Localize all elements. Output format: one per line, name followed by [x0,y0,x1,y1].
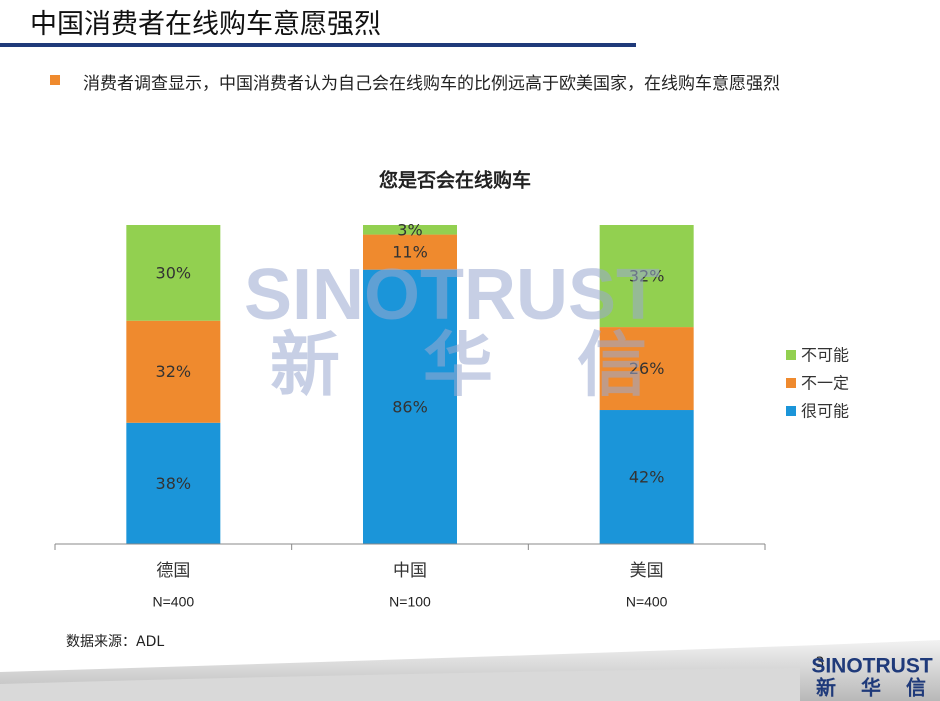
chart: 您是否会在线购车 38% 32% 30% 德国 N=400 86% 11% 3% 中国 N=100 4… [54,169,933,700]
bullet-mark [50,75,60,85]
logo-latin: SINOTRUST [811,655,933,678]
legend-swatch [786,350,796,360]
x-tick-label: 德国 [156,561,190,581]
logo-chinese: 信 [906,676,926,700]
bar-segment [363,225,457,235]
x-tick-label: 中国 [393,561,427,581]
bar-segment [363,234,457,270]
value-label: 86% [392,397,428,416]
source-note: 数据来源：ADL [66,634,164,650]
legend-swatch [786,378,796,388]
legend-swatch [786,406,796,416]
watermark-chinese: 新 [270,324,340,406]
bullet-text: 消费者调查显示，中国消费者认为自己会在线购车的比例远高于欧美国家，在线购车意愿强… [83,74,780,94]
watermark-latin: SINOTRUST [244,255,660,335]
legend-label: 不一定 [801,374,849,393]
logo-chinese: 华 [861,676,881,700]
legend-label: 不可能 [801,346,849,365]
slide-title: 中国消费者在线购车意愿强烈 [30,9,381,40]
value-label: 42% [629,468,665,487]
value-label: 32% [629,267,665,286]
bar-segment [599,225,694,328]
value-label: 3% [397,220,422,239]
bar-segment [126,320,221,423]
bar-segment [126,225,221,321]
value-label: 30% [156,263,192,282]
sample-size: N=400 [153,594,195,610]
watermark-chinese: 信 [577,324,647,406]
value-label: 26% [629,359,665,378]
value-label: 32% [156,362,192,381]
footer-swoosh-inner [0,668,800,701]
page-number: 3 [816,655,825,671]
value-label: 11% [392,243,428,262]
bar-segment [363,269,457,544]
value-label: 38% [156,474,192,493]
sample-size: N=400 [626,594,668,610]
title-underline [0,43,636,47]
bar-segment [599,410,694,544]
legend-label: 很可能 [801,402,849,421]
bar-segment [126,422,221,544]
bar-segment [599,327,694,411]
logo-chinese: 新 [816,676,836,700]
watermark-chinese: 华 [423,324,493,406]
chart-title: 您是否会在线购车 [379,169,531,192]
sample-size: N=100 [389,594,431,610]
x-tick-label: 美国 [630,561,664,581]
